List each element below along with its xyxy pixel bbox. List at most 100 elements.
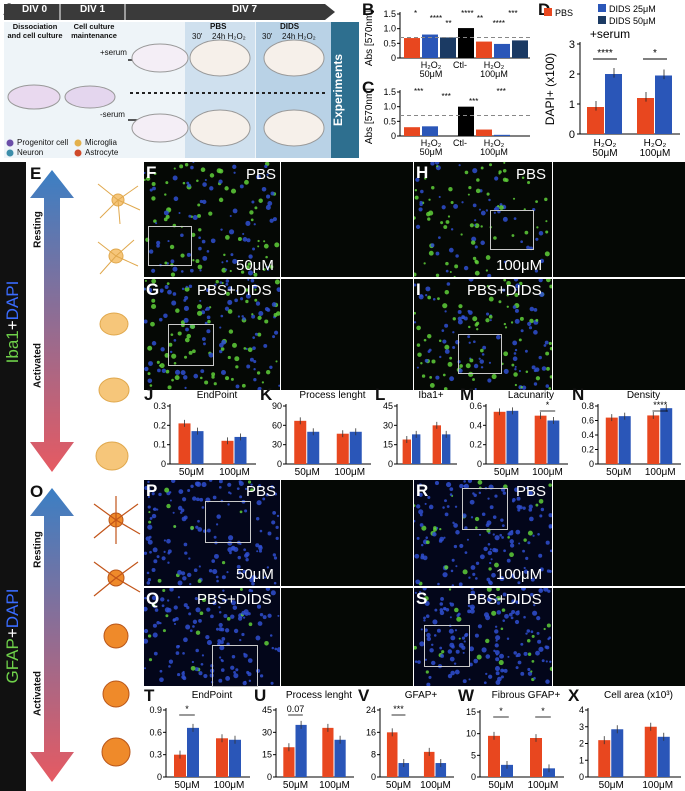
bar-dids-25-m-5 [494,43,510,58]
cell-dot [504,613,509,619]
cell-dot [427,334,432,339]
cell-dot [197,519,200,523]
cell-dot [523,651,528,656]
cell-dot [247,270,254,276]
cell-dot [528,508,533,512]
bar-ctl--3 [458,28,474,58]
cell-dot [498,660,504,666]
cell-dot [256,371,261,375]
cell-dot [502,177,508,182]
cell-dot [470,588,474,590]
y-tick-label: 60 [272,420,282,430]
cell-dot [217,642,221,646]
cell-dot [414,189,418,192]
cell-dot [504,326,508,329]
cell-dot [486,285,490,288]
cell-dot [488,198,491,202]
cell-dot [153,219,157,223]
chart-k-title: Process lenght [299,390,365,401]
cell-dot [222,589,225,592]
cell-dot [419,513,423,517]
cell-dot [425,294,428,297]
cell-dot [543,344,547,347]
side-bar-iba1 [0,162,26,482]
cell-dot [442,303,448,309]
cell-dot [271,302,277,307]
cell-dot [222,598,226,602]
cell-dot [144,606,148,612]
x-tick-label: 100μM [645,467,676,478]
cell-dot [414,553,420,559]
cell-dot [254,206,258,210]
cell-dot [263,576,267,579]
cell-dot [191,660,195,664]
cell-dot [525,370,529,374]
cell-dot [444,499,447,503]
panel-label-j: J [144,385,154,404]
cell-dot [414,645,417,650]
cell-dot [415,177,420,182]
cell-dot [144,628,149,634]
cell-dot [253,368,256,371]
cell-dot [152,623,157,628]
cell-dot [165,614,169,618]
cell-dot [549,346,552,351]
cell-dot [170,272,176,277]
cell-dot [414,216,416,220]
cell-dot [512,499,515,503]
cell-dot [501,536,504,539]
y-tick-label: 1.0 [383,24,396,34]
div1-label: DIV 1 [80,4,106,15]
cell-dot [144,366,149,372]
cell-dot [430,162,435,166]
cell-dot [520,642,524,646]
cell-dot [156,360,160,364]
cell-dot [166,282,170,285]
cell-dot [462,651,465,654]
cell-dot [533,603,536,607]
cell-dot [269,365,273,369]
cell-dot [271,520,276,525]
cell-dot [449,602,452,605]
div0-label: DIV 0 [22,4,48,15]
gfap-plus: + [3,628,22,639]
cell-dot [180,370,186,376]
bar-pbs-1 [647,415,660,464]
cell-dot [453,203,459,209]
cell-dot [274,242,280,248]
cell-dot [275,360,278,363]
cell-dot [147,505,151,509]
cell-dot [503,162,506,164]
bar-dids-1 [547,420,560,464]
cell-dot [475,526,478,529]
cell-dot [255,668,261,674]
cell-dot [215,627,219,631]
cell-dot [493,211,496,214]
cell-dot [148,361,153,366]
cell-dot [276,647,280,653]
cell-dot [415,224,421,229]
cell-dot [518,338,522,342]
cell-dot [181,287,185,291]
cell-dot [479,359,485,364]
legend-label-2: DIDS 50μM [609,16,656,26]
bar-pbs-4 [476,41,492,58]
chart-d: PBS DIDS 25μM DIDS 50μM+serum 0 1 2 3 DAPI+ (x1… [543,4,680,159]
cell-dot [494,562,499,568]
cell-dot [543,588,549,592]
bar-pbs-1 [644,726,657,777]
legend-neuron: Neuron [17,148,44,157]
cell-dot [155,222,158,225]
cell-dot [454,264,459,269]
cell-dot [516,652,521,657]
bar-dids-0 [412,434,421,464]
cell-dot [219,326,222,329]
cell-dot [514,318,520,324]
x-tick-label: 100μM [214,780,245,791]
cell-dot [423,619,426,622]
cell-dot [152,632,158,638]
h24-label-1: 24h H₂O₂ [212,32,246,41]
x-tick-label: 50μM [606,467,631,478]
cell-dot [428,250,434,256]
cell-dot [472,256,477,261]
